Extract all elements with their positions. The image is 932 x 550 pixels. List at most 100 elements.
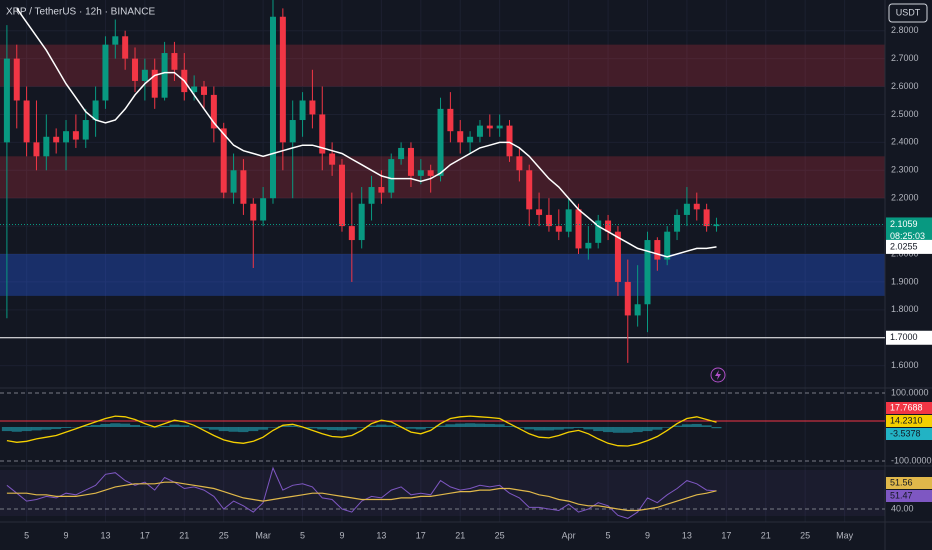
candle-body (516, 156, 523, 171)
candle-body (644, 240, 651, 305)
histogram-bar (593, 427, 604, 432)
candle-body (260, 198, 267, 221)
candle-body (565, 209, 572, 232)
candle-body (63, 131, 70, 143)
candle-body (703, 209, 710, 227)
candle-body (151, 69, 158, 98)
y-tick-label: 2.4000 (891, 137, 919, 147)
histogram-bar (228, 427, 239, 432)
value-label: 17.7688 (890, 402, 923, 412)
candle-body (92, 100, 99, 121)
candle-body (536, 209, 543, 215)
y-tick-label: 1.8000 (891, 304, 919, 314)
histogram-bar (31, 427, 42, 431)
candle-body (476, 125, 483, 137)
histogram-bar (652, 427, 663, 430)
histogram-bar (130, 424, 141, 427)
histogram-bar (553, 427, 564, 430)
x-tick-label: 17 (416, 530, 426, 540)
histogram-bar (100, 423, 111, 427)
y-tick-label: 2.8000 (891, 25, 919, 35)
histogram-bar (405, 427, 416, 429)
candle-body (654, 240, 661, 260)
x-tick-label: Mar (255, 530, 271, 540)
candle-body (269, 16, 276, 199)
histogram-bar (110, 423, 121, 427)
candle-body (132, 58, 139, 81)
y-tick-label: 2.7000 (891, 53, 919, 63)
candle-body (634, 304, 641, 316)
x-tick-label: May (836, 530, 854, 540)
candle-body (555, 226, 562, 232)
currency-button[interactable] (888, 3, 928, 23)
x-tick-label: 5 (24, 530, 29, 540)
candle-body (141, 69, 148, 81)
histogram-bar (317, 427, 328, 430)
histogram-bar (189, 426, 200, 428)
histogram-bar (346, 427, 357, 430)
candle-body (496, 125, 503, 129)
candle-body (53, 136, 60, 143)
value-box (886, 415, 932, 427)
x-tick-label: 21 (455, 530, 465, 540)
x-tick-label: 9 (339, 530, 344, 540)
histogram-bar (445, 424, 456, 427)
value-box (886, 402, 932, 414)
alert-icon[interactable] (710, 367, 726, 383)
candle-body (545, 214, 552, 227)
histogram-bar (248, 427, 259, 432)
histogram-bar (327, 427, 338, 431)
x-tick-label: 13 (682, 530, 692, 540)
hline-label: 1.7000 (890, 332, 918, 342)
candle-body (674, 214, 681, 232)
candle-body (72, 131, 79, 140)
histogram-bar (583, 427, 594, 430)
candle-body (309, 100, 316, 115)
x-tick-label: 9 (64, 530, 69, 540)
histogram-bar (612, 427, 623, 433)
candle-body (467, 136, 474, 143)
candle-body (457, 131, 464, 143)
value-label: 14.2310 (890, 415, 923, 425)
last-price-label: 2.1059 (890, 219, 918, 229)
x-tick-label: 25 (495, 530, 505, 540)
histogram-bar (465, 423, 476, 427)
candle-body (417, 170, 424, 176)
histogram-bar (159, 425, 170, 427)
histogram-bar (603, 427, 614, 433)
x-tick-label: 21 (761, 530, 771, 540)
candle-body (250, 203, 257, 221)
candle-body (122, 36, 129, 59)
candle-body (289, 120, 296, 143)
histogram-bar (51, 427, 62, 430)
last-price-box (886, 217, 932, 244)
value-label: 51.56 (890, 477, 913, 487)
histogram-bar (435, 425, 446, 427)
candle-body (437, 108, 444, 176)
candle-body (407, 147, 414, 176)
candle-body (329, 153, 336, 165)
candle-body (664, 231, 671, 260)
candle-body (43, 136, 50, 157)
x-tick-label: 17 (140, 530, 150, 540)
histogram-bar (218, 427, 229, 432)
histogram-bar (376, 424, 387, 427)
currency-label[interactable]: USDT (896, 7, 921, 17)
value-box (886, 490, 932, 502)
histogram-bar (41, 427, 52, 430)
candle-body (220, 128, 227, 193)
chart-title: XRP / TetherUS · 12h · BINANCE (6, 7, 155, 18)
candle-body (398, 147, 405, 160)
histogram-bar (139, 426, 150, 427)
x-tick-label: 5 (300, 530, 305, 540)
rsi-band (0, 470, 885, 516)
histogram-bar (504, 425, 515, 427)
rsi-line (6, 466, 717, 519)
candle-body (210, 94, 217, 129)
histogram-bar (120, 423, 131, 427)
moving-average (16, 7, 717, 258)
y-tick-label: -100.0000 (891, 455, 932, 465)
y-tick-label: 2.6000 (891, 81, 919, 91)
candle-body (624, 281, 631, 316)
histogram-bar (386, 425, 397, 427)
